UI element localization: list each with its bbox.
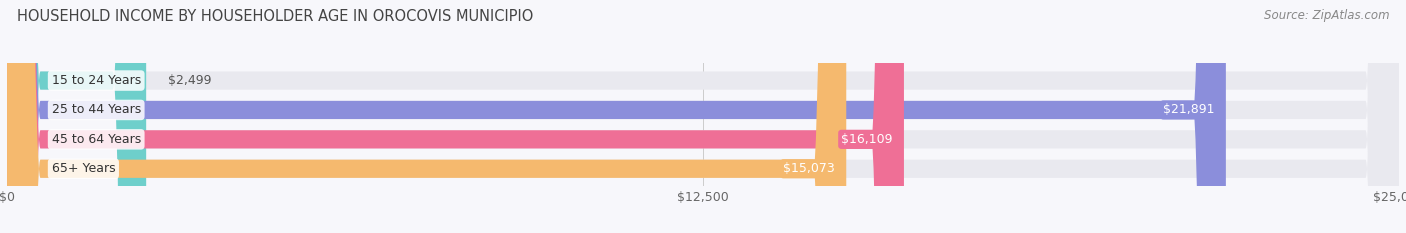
Text: 65+ Years: 65+ Years xyxy=(52,162,115,175)
FancyBboxPatch shape xyxy=(7,0,846,233)
FancyBboxPatch shape xyxy=(7,0,146,233)
Text: 25 to 44 Years: 25 to 44 Years xyxy=(52,103,141,116)
FancyBboxPatch shape xyxy=(7,0,1226,233)
Text: $16,109: $16,109 xyxy=(841,133,893,146)
Text: 45 to 64 Years: 45 to 64 Years xyxy=(52,133,141,146)
Text: Source: ZipAtlas.com: Source: ZipAtlas.com xyxy=(1264,9,1389,22)
Text: $15,073: $15,073 xyxy=(783,162,835,175)
Text: $21,891: $21,891 xyxy=(1163,103,1215,116)
Text: 15 to 24 Years: 15 to 24 Years xyxy=(52,74,141,87)
FancyBboxPatch shape xyxy=(7,0,1399,233)
Text: HOUSEHOLD INCOME BY HOUSEHOLDER AGE IN OROCOVIS MUNICIPIO: HOUSEHOLD INCOME BY HOUSEHOLDER AGE IN O… xyxy=(17,9,533,24)
FancyBboxPatch shape xyxy=(7,0,1399,233)
FancyBboxPatch shape xyxy=(7,0,904,233)
FancyBboxPatch shape xyxy=(7,0,1399,233)
Text: $2,499: $2,499 xyxy=(169,74,212,87)
FancyBboxPatch shape xyxy=(7,0,1399,233)
